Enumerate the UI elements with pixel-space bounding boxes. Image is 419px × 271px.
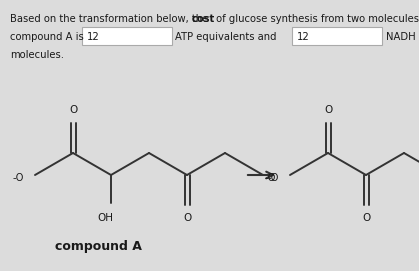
- Text: molecules.: molecules.: [10, 50, 64, 60]
- Text: ATP equivalents and: ATP equivalents and: [175, 32, 277, 42]
- Text: 12: 12: [297, 32, 310, 42]
- FancyBboxPatch shape: [82, 27, 172, 45]
- Text: cost: cost: [192, 14, 215, 24]
- Text: NADH: NADH: [386, 32, 416, 42]
- Text: compound A: compound A: [55, 240, 142, 253]
- Text: O: O: [324, 105, 332, 115]
- Text: -O: -O: [268, 173, 279, 183]
- Text: -O: -O: [13, 173, 24, 183]
- Text: O: O: [69, 105, 77, 115]
- Text: 12: 12: [87, 32, 100, 42]
- Text: of glucose synthesis from two molecules of: of glucose synthesis from two molecules …: [213, 14, 419, 24]
- Text: OH: OH: [97, 213, 113, 223]
- Text: O: O: [362, 213, 370, 223]
- Text: -O: -O: [265, 173, 277, 183]
- Text: O: O: [183, 213, 191, 223]
- Text: Based on the transformation below, the: Based on the transformation below, the: [10, 14, 211, 24]
- FancyBboxPatch shape: [292, 27, 382, 45]
- Text: compound A is: compound A is: [10, 32, 84, 42]
